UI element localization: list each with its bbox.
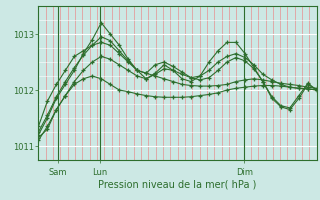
- X-axis label: Pression niveau de la mer( hPa ): Pression niveau de la mer( hPa ): [99, 179, 257, 189]
